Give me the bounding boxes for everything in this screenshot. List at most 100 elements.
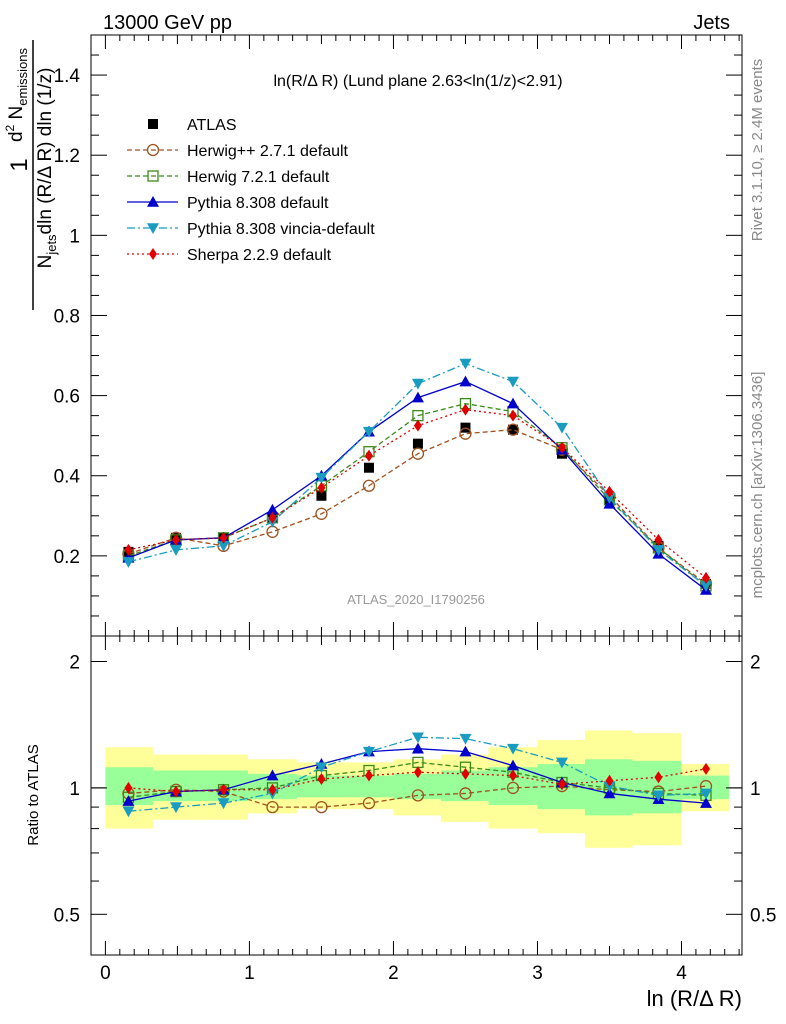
top-chart-title: ln(R/Δ R) (Lund plane 2.63<ln(1/z)<2.91)	[273, 73, 562, 90]
top-point-pythia-8-308-default	[266, 503, 279, 515]
top-line-sherpa-2-2-9-default	[128, 408, 707, 579]
top-point-atlas	[507, 424, 518, 435]
top-point-herwig-2-7-1-default	[362, 479, 376, 492]
ratio-point-pythia-8-308-vincia-default	[459, 733, 472, 745]
x-axis-label: ln (R/Δ R)	[647, 986, 742, 1011]
top-point-sherpa-2-2-9-default	[317, 481, 326, 494]
ratio-point-sherpa-2-2-9-default	[461, 767, 470, 780]
top-point-pythia-8-308-vincia-default	[603, 492, 616, 504]
ratio-point-sherpa-2-2-9-default	[557, 778, 566, 791]
top-point-pythia-8-308-vincia-default	[699, 581, 712, 592]
y-tick-label: 0.4	[54, 467, 81, 488]
ratio-point-sherpa-2-2-9-default	[219, 783, 228, 796]
ratio-point-sherpa-2-2-9-default	[317, 772, 326, 785]
top-point-herwig-2-7-1-default	[411, 447, 425, 460]
ratio-point-herwig-2-7-1-default	[315, 800, 328, 814]
svg-text:1: 1	[6, 158, 33, 171]
legend-marker-sherpa-2-2-9-default	[149, 248, 157, 260]
ratio-point-pythia-8-308-default	[699, 797, 712, 808]
ratio-y-tick-label: 2	[69, 652, 80, 673]
ratio-point-sherpa-2-2-9-default	[413, 766, 422, 779]
top-point-pythia-8-308-vincia-default	[506, 376, 519, 388]
top-point-pythia-8-308-default	[459, 375, 472, 387]
ratio-point-pythia-8-308-vincia-default	[699, 788, 712, 800]
top-point-pythia-8-308-vincia-default	[122, 557, 135, 568]
x-tick-label: 4	[676, 963, 687, 984]
top-point-atlas	[363, 462, 374, 473]
ratio-point-pythia-8-308-default	[266, 769, 279, 781]
header-left: 13000 GeV pp	[103, 12, 232, 34]
ratio-point-sherpa-2-2-9-default	[171, 785, 180, 798]
top-point-pythia-8-308-vincia-default	[217, 541, 230, 552]
top-point-pythia-8-308-default	[411, 391, 424, 403]
ratio-point-pythia-8-308-default	[411, 742, 424, 754]
top-point-pythia-8-308-vincia-default	[459, 358, 472, 370]
ratio-point-pythia-8-308-vincia-default	[411, 732, 424, 744]
legend-label-atlas: ATLAS	[187, 117, 237, 134]
band-green-bin	[344, 775, 394, 798]
ratio-point-pythia-8-308-vincia-default	[506, 743, 519, 755]
x-tick-label: 3	[532, 963, 543, 984]
ratio-y-tick-label-right: 2	[750, 652, 761, 673]
top-point-sherpa-2-2-9-default	[654, 533, 663, 546]
y-tick-label: 0.6	[54, 387, 80, 408]
top-point-atlas	[412, 438, 423, 449]
top-line-herwig-2-7-1-default	[128, 428, 707, 585]
top-line-herwig-7-2-1-default	[128, 402, 707, 587]
legend-label-herwig-2-7-1-default: Herwig++ 2.7.1 default	[187, 143, 349, 160]
x-tick-label: 2	[388, 963, 399, 984]
ratio-point-pythia-8-308-vincia-default	[315, 762, 328, 774]
svg-text:Njetsdln (R/Δ R) dln (1/z): Njetsdln (R/Δ R) dln (1/z)	[35, 68, 59, 269]
legend-marker-pythia-8-308-vincia-default	[147, 223, 159, 234]
ratio-point-pythia-8-308-default	[603, 787, 616, 799]
top-point-pythia-8-308-default	[506, 397, 519, 409]
mcplots-label: mcplots.cern.ch [arXiv:1306.3436]	[749, 372, 766, 599]
x-tick-label: 1	[244, 963, 255, 984]
y-tick-label: 0.8	[54, 306, 80, 327]
x-tick-label: 0	[100, 963, 111, 984]
legend-label-herwig-7-2-1-default: Herwig 7.2.1 default	[187, 169, 330, 186]
top-point-sherpa-2-2-9-default	[364, 449, 373, 462]
top-point-sherpa-2-2-9-default	[268, 511, 277, 524]
ratio-point-pythia-8-308-vincia-default	[122, 806, 135, 818]
ratio-y-tick-label-right: 0.5	[750, 905, 776, 926]
y-tick-label: 1.2	[54, 146, 80, 167]
top-point-herwig-2-7-1-default	[266, 525, 279, 538]
ratio-y-tick-label: 1	[69, 779, 80, 800]
ratio-point-sherpa-2-2-9-default	[701, 762, 710, 775]
legend-marker-atlas	[148, 119, 158, 129]
analysis-id: ATLAS_2020_I1790256	[347, 592, 485, 607]
ratio-y-tick-label: 0.5	[54, 905, 80, 926]
y-tick-label: 1.4	[54, 66, 81, 87]
ratio-point-pythia-8-308-vincia-default	[652, 790, 665, 802]
top-point-pythia-8-308-vincia-default	[362, 426, 375, 438]
legend-marker-herwig-7-2-1-default	[147, 170, 159, 182]
top-point-pythia-8-308-vincia-default	[652, 545, 665, 556]
ratio-point-herwig-2-7-1-default	[266, 800, 279, 814]
ratio-line-herwig-7-2-1-default	[128, 761, 707, 798]
top-point-sherpa-2-2-9-default	[171, 533, 180, 546]
top-point-sherpa-2-2-9-default	[124, 543, 133, 556]
ratio-point-sherpa-2-2-9-default	[605, 774, 614, 787]
ratio-point-pythia-8-308-vincia-default	[555, 757, 568, 769]
legend-label-pythia-8-308-default: Pythia 8.308 default	[187, 195, 329, 212]
ratio-point-sherpa-2-2-9-default	[364, 769, 373, 782]
top-line-pythia-8-308-default	[128, 380, 707, 591]
ratio-point-pythia-8-308-default	[506, 759, 519, 771]
ratio-point-pythia-8-308-vincia-default	[169, 802, 182, 814]
top-point-pythia-8-308-vincia-default	[169, 545, 182, 556]
top-point-pythia-8-308-vincia-default	[555, 422, 568, 434]
legend-label-sherpa-2-2-9-default: Sherpa 2.2.9 default	[187, 247, 332, 264]
ratio-point-sherpa-2-2-9-default	[508, 769, 517, 782]
y-axis-label: 1 Njetsdln (R/Δ R) dln (1/z) d2 Nemissio…	[3, 40, 59, 310]
legend-marker-herwig-2-7-1-default	[146, 143, 160, 157]
top-point-sherpa-2-2-9-default	[605, 485, 614, 498]
top-point-herwig-2-7-1-default	[506, 423, 520, 436]
top-point-sherpa-2-2-9-default	[413, 419, 422, 432]
ratio-point-herwig-2-7-1-default	[362, 796, 376, 810]
band-green-bin	[632, 760, 682, 814]
rivet-label: Rivet 3.1.10, ≥ 2.4M events	[749, 59, 766, 242]
top-point-atlas	[316, 490, 327, 501]
ratio-point-herwig-2-7-1-default	[411, 789, 425, 802]
